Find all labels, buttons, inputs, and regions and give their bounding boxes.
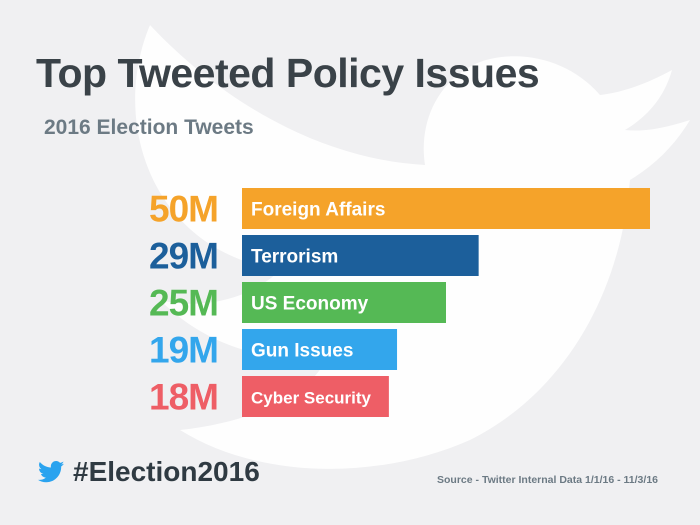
page-subtitle: 2016 Election Tweets	[44, 116, 254, 139]
bar	[242, 376, 389, 417]
bar-value-label: 18M	[149, 377, 218, 418]
bar-category-label: US Economy	[251, 294, 369, 315]
hashtag-row: #Election2016	[38, 456, 260, 488]
bar-value-label: 19M	[149, 330, 218, 371]
twitter-bird-icon	[38, 461, 65, 483]
bar-category-label: Cyber Security	[251, 389, 372, 408]
bar	[242, 235, 479, 276]
source-note: Source - Twitter Internal Data 1/1/16 - …	[437, 474, 658, 486]
bar	[242, 188, 650, 229]
page-title: Top Tweeted Policy Issues	[36, 50, 540, 96]
hashtag-text: #Election2016	[73, 456, 260, 487]
bar-category-label: Terrorism	[251, 247, 338, 268]
bar-value-label: 25M	[149, 283, 218, 324]
bar-category-label: Foreign Affairs	[251, 200, 385, 221]
bar	[242, 329, 398, 370]
bar-value-label: 50M	[149, 189, 218, 230]
bar-category-label: Gun Issues	[251, 341, 353, 362]
bar-value-label: 29M	[149, 236, 218, 277]
bar	[242, 282, 446, 323]
